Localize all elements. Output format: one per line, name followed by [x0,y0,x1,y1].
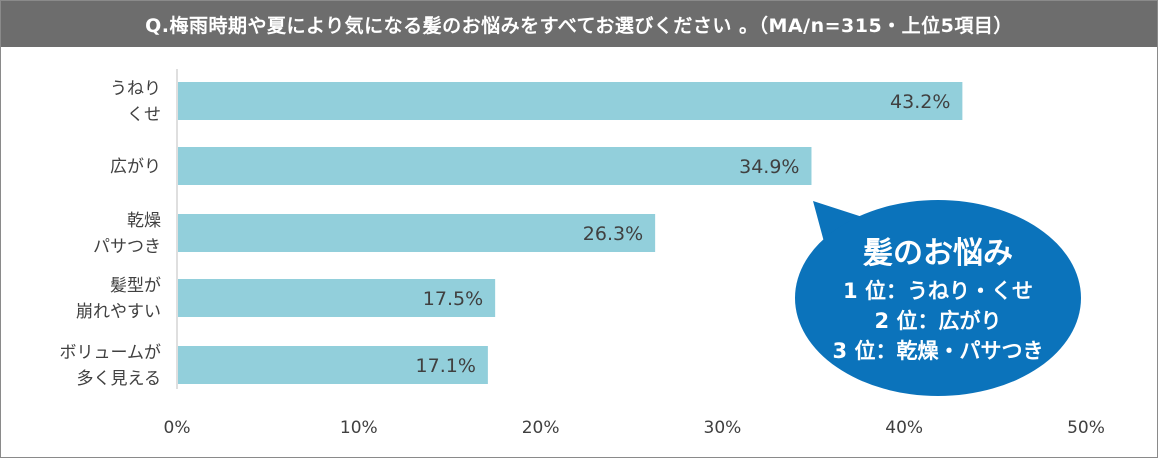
value-label-1: 34.9% [739,156,799,178]
bar-3 [178,279,496,317]
value-label-2: 26.3% [583,223,643,245]
category-label-1-0: 広がり [110,157,161,177]
callout-line-0: 1 位：うねり・くせ [843,279,1033,303]
x-tick-label-3: 30% [704,418,742,438]
category-label-0-1: くせ [127,105,161,125]
category-label-2-0: 乾燥 [127,211,161,231]
callout-title: 髪のお悩み [862,236,1013,271]
x-tick-label-4: 40% [885,418,923,438]
callout-bubble [795,200,1081,396]
bar-4 [178,346,488,384]
question-header: Q.梅雨時期や夏により気になる髪のお悩みをすべてお選びください 。（MA/n=3… [1,1,1157,47]
value-label-0: 43.2% [890,91,950,113]
x-tick-label-1: 10% [340,418,378,438]
category-label-4-0: ボリュームが [60,343,162,363]
callout-line-1: 2 位：広がり [875,309,1002,333]
x-tick-label-2: 20% [522,418,560,438]
value-label-3: 17.5% [423,288,483,310]
bar-2 [178,214,656,252]
bar-1 [178,147,812,185]
x-tick-label-5: 50% [1067,418,1105,438]
bar-0 [178,82,963,120]
category-label-3-0: 髪型が [110,276,161,296]
x-tick-label-0: 0% [164,418,191,438]
category-label-0-0: うねり [110,79,161,99]
category-label-2-1: パサつき [93,237,161,257]
callout-line-2: 3 位：乾燥・パサつき [833,339,1044,363]
category-label-4-1: 多く見える [77,369,162,389]
category-label-3-1: 崩れやすい [76,302,161,322]
value-label-4: 17.1% [416,355,476,377]
question-text: Q.梅雨時期や夏により気になる髪のお悩みをすべてお選びください 。（MA/n=3… [145,14,1013,37]
